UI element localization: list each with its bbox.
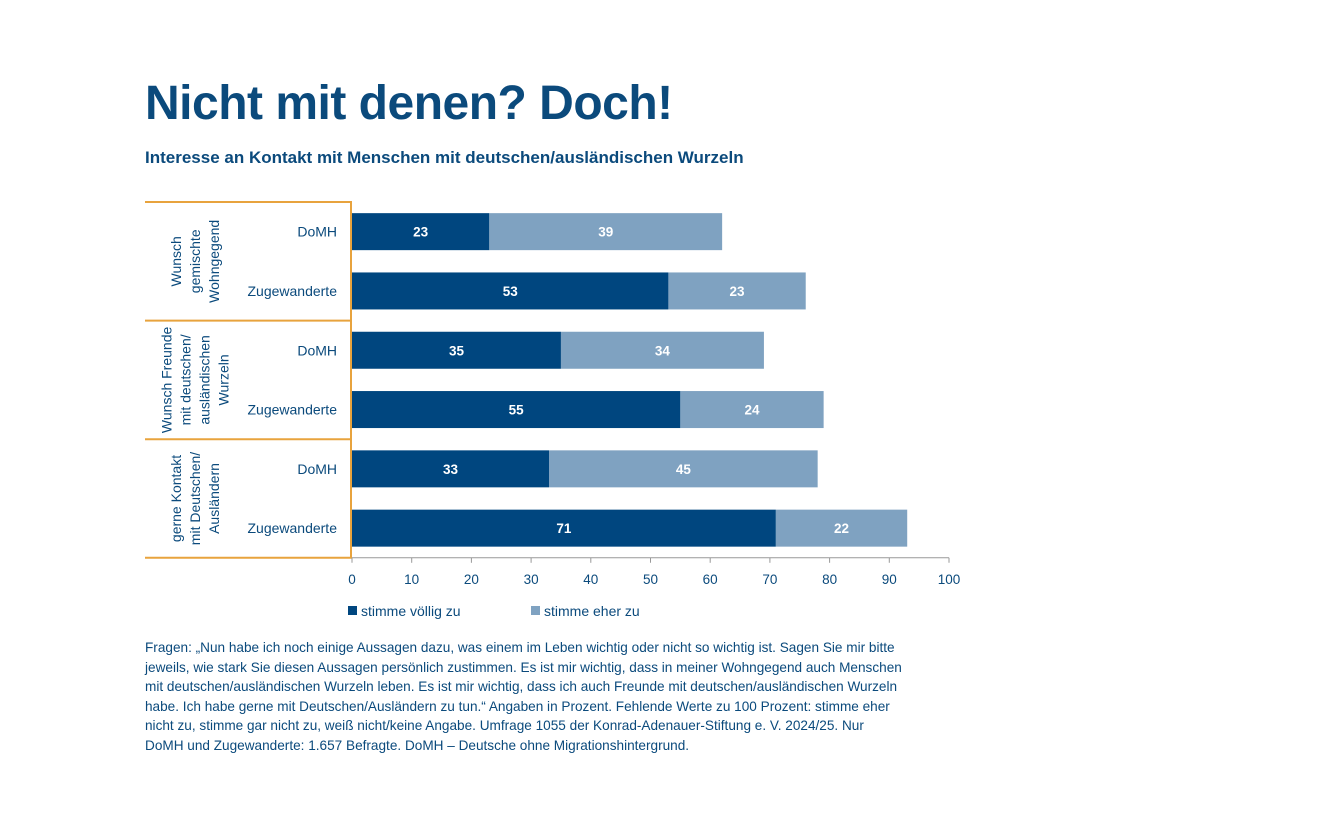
legend-swatch bbox=[348, 606, 357, 615]
data-label: 35 bbox=[449, 343, 465, 358]
legend-swatch bbox=[531, 606, 540, 615]
footnote-line: habe. Ich habe gerne mit Deutschen/Auslä… bbox=[145, 698, 890, 714]
data-label: 33 bbox=[443, 462, 459, 477]
group-label: Wurzeln bbox=[216, 354, 232, 405]
bar-segment bbox=[352, 509, 776, 547]
row-label: DoMH bbox=[297, 342, 337, 358]
x-tick-label: 50 bbox=[643, 572, 658, 587]
data-label: 22 bbox=[834, 521, 849, 536]
data-label: 55 bbox=[509, 403, 525, 418]
group-label: Wunsch bbox=[168, 236, 184, 286]
group-label: mit deutschen/ bbox=[178, 334, 194, 425]
row-label: DoMH bbox=[297, 224, 337, 240]
data-label: 71 bbox=[556, 521, 572, 536]
data-label: 53 bbox=[503, 284, 519, 299]
bar-segment bbox=[352, 450, 550, 488]
x-tick-label: 70 bbox=[762, 572, 777, 587]
group-label: gerne Kontakt bbox=[168, 455, 184, 542]
row-label: DoMH bbox=[297, 461, 337, 477]
footnote-line: Fragen: „Nun habe ich noch einige Aussag… bbox=[145, 640, 895, 655]
x-tick-label: 90 bbox=[882, 572, 897, 587]
bar-segment bbox=[549, 450, 818, 488]
chart-subtitle: Interesse an Kontakt mit Menschen mit de… bbox=[145, 148, 744, 167]
legend-label: stimme eher zu bbox=[544, 603, 640, 619]
row-label: Zugewanderte bbox=[247, 283, 337, 299]
footnote-line: mit deutschen/ausländischen Wurzeln lebe… bbox=[145, 679, 898, 694]
bar-segment bbox=[489, 213, 723, 251]
x-tick-label: 80 bbox=[822, 572, 837, 587]
row-label: Zugewanderte bbox=[247, 402, 337, 418]
bar-segment bbox=[668, 272, 806, 310]
footnote-line: jeweils, wie stark Sie diesen Aussagen p… bbox=[145, 659, 902, 675]
data-label: 39 bbox=[598, 225, 613, 240]
footnote-line: DoMH und Zugewanderte: 1.657 Befragte. D… bbox=[145, 737, 690, 753]
row-label: Zugewanderte bbox=[247, 520, 337, 536]
data-label: 23 bbox=[413, 225, 429, 240]
bar-segment bbox=[560, 331, 764, 369]
x-tick-label: 60 bbox=[703, 572, 718, 587]
group-label: mit Deutschen/ bbox=[187, 452, 203, 545]
bar-segment bbox=[775, 509, 908, 547]
footnote-line: nicht zu, stimme gar nicht zu, weiß nich… bbox=[145, 718, 864, 733]
data-label: 45 bbox=[676, 462, 692, 477]
bar-segment bbox=[352, 272, 669, 310]
group-label: gemischte bbox=[187, 229, 203, 293]
group-label: ausländischen bbox=[197, 335, 213, 425]
data-label: 24 bbox=[744, 403, 760, 418]
x-tick-label: 0 bbox=[348, 572, 356, 587]
group-label: Ausländern bbox=[206, 463, 222, 534]
bar-segment bbox=[352, 391, 681, 429]
bar-segment bbox=[352, 213, 490, 251]
bar-segment bbox=[352, 331, 561, 369]
group-label: Wohngegend bbox=[206, 220, 222, 303]
x-tick-label: 10 bbox=[404, 572, 419, 587]
x-tick-label: 30 bbox=[524, 572, 539, 587]
bar-segment bbox=[680, 391, 824, 429]
data-label: 23 bbox=[730, 284, 746, 299]
x-tick-label: 100 bbox=[938, 572, 961, 587]
data-label: 34 bbox=[655, 343, 671, 358]
chart-title: Nicht mit denen? Doch! bbox=[145, 77, 673, 130]
legend-label: stimme völlig zu bbox=[361, 603, 461, 619]
x-tick-label: 40 bbox=[583, 572, 598, 587]
group-label: Wunsch Freunde bbox=[159, 327, 175, 434]
footnote: Fragen: „Nun habe ich noch einige Aussag… bbox=[145, 638, 995, 755]
x-tick-label: 20 bbox=[464, 572, 479, 587]
